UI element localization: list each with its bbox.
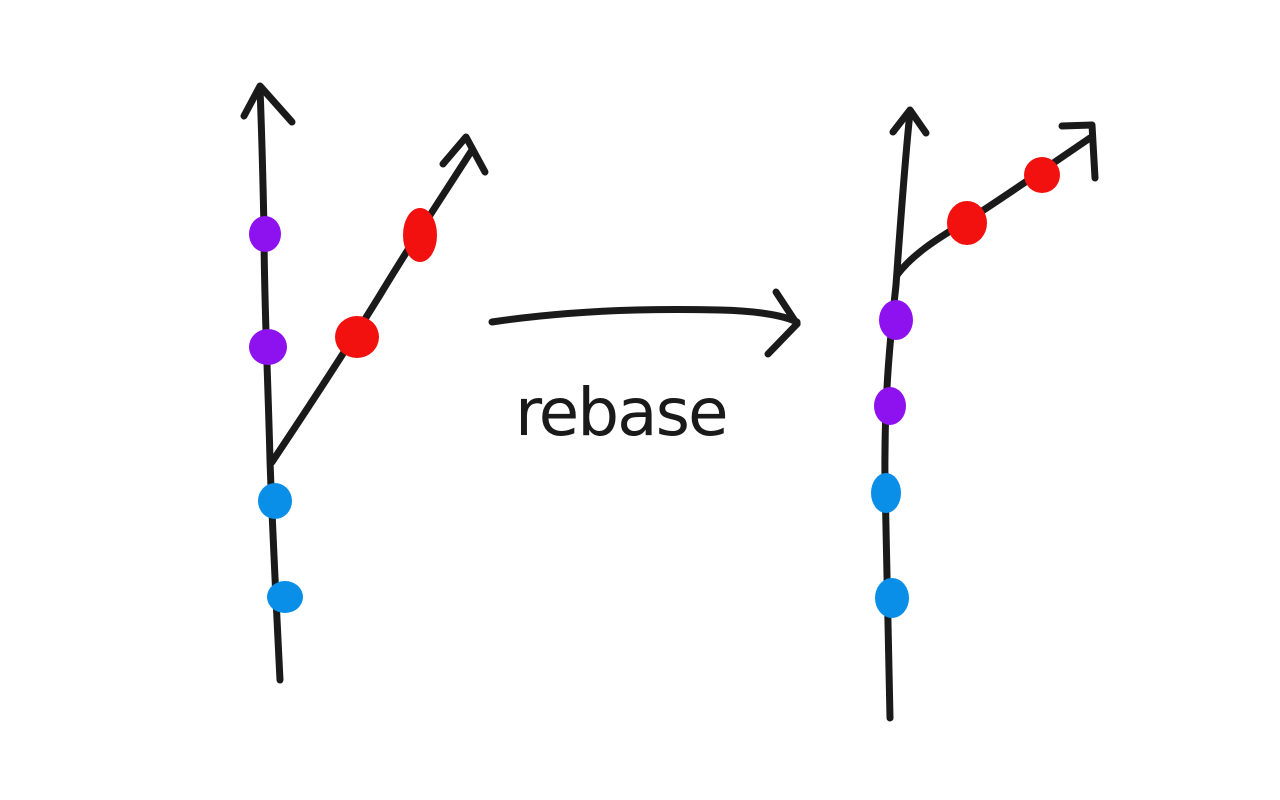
after-base-commit-2 (871, 473, 901, 513)
rebase-arrow (488, 288, 801, 358)
before-feature-commit-1 (335, 316, 379, 358)
before-base-commit-2 (258, 483, 292, 519)
after-main-arrowhead (889, 106, 930, 137)
before-main-commit-1 (249, 329, 287, 365)
after-feature-commit-2 (1024, 157, 1060, 193)
before-main-arrowhead (240, 82, 296, 126)
rebase-arrow-shaft (488, 306, 801, 326)
after-main-commit-2 (879, 300, 913, 340)
before-main-commit-2 (249, 216, 281, 252)
after-main-commit-1 (874, 387, 906, 425)
before-feature-branch-line (268, 146, 476, 466)
after-feature-branch-line (893, 134, 1094, 279)
rebase-arrow-head (764, 288, 801, 358)
after-feature-commit-1 (947, 201, 987, 245)
before-feature-arrowhead (439, 133, 489, 176)
before-base-commit-1 (267, 581, 303, 613)
after-feature-arrowhead (1058, 121, 1099, 182)
after-base-commit-1 (875, 578, 909, 618)
after-graph (871, 106, 1099, 722)
before-feature-commit-2 (403, 208, 437, 262)
before-graph (240, 82, 489, 684)
rebase-label: rebase (515, 374, 729, 451)
